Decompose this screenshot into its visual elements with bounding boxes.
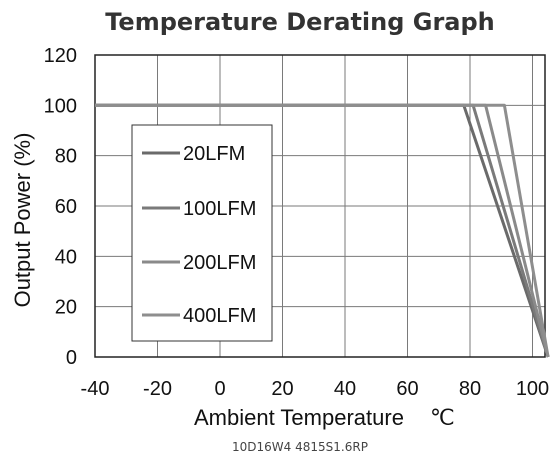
- x-tick-label: 80: [459, 378, 481, 400]
- y-tick-label: 100: [44, 95, 77, 117]
- x-tick-label: -40: [81, 378, 110, 400]
- y-tick-label: 120: [44, 45, 77, 67]
- x-tick-label: -20: [143, 378, 172, 400]
- legend-label: 200LFM: [183, 252, 256, 274]
- y-tick-label: 0: [66, 347, 77, 369]
- y-tick-label: 40: [55, 246, 77, 268]
- x-tick-label: 40: [334, 378, 356, 400]
- caption: 10D16W4 4815S1.6RP: [232, 440, 368, 454]
- y-axis-label: Output Power (%): [10, 133, 35, 308]
- x-tick-labels: -40 -20 0 20 40 60 80 100: [81, 378, 550, 400]
- y-tick-label: 20: [55, 297, 77, 319]
- legend-label: 400LFM: [183, 305, 256, 327]
- x-axis-unit: ℃: [430, 405, 455, 430]
- y-tick-label: 60: [55, 196, 77, 218]
- x-tick-label: 100: [516, 378, 549, 400]
- legend-label: 20LFM: [183, 143, 245, 165]
- chart-title: Temperature Derating Graph: [105, 8, 495, 36]
- y-tick-label: 80: [55, 146, 77, 168]
- x-tick-label: 0: [214, 378, 225, 400]
- series-lines: [95, 103, 550, 358]
- x-tick-label: 60: [396, 378, 418, 400]
- legend: 20LFM 100LFM 200LFM 400LFM: [131, 124, 273, 342]
- y-tick-labels: 0 20 40 60 80 100 120: [44, 45, 77, 369]
- plot-frame: [94, 54, 546, 358]
- legend-box: [131, 124, 273, 342]
- x-tick-label: 20: [271, 378, 293, 400]
- series-line-400lfm: [95, 103, 550, 358]
- legend-label: 100LFM: [183, 198, 256, 220]
- x-axis-label: Ambient Temperature: [194, 405, 404, 430]
